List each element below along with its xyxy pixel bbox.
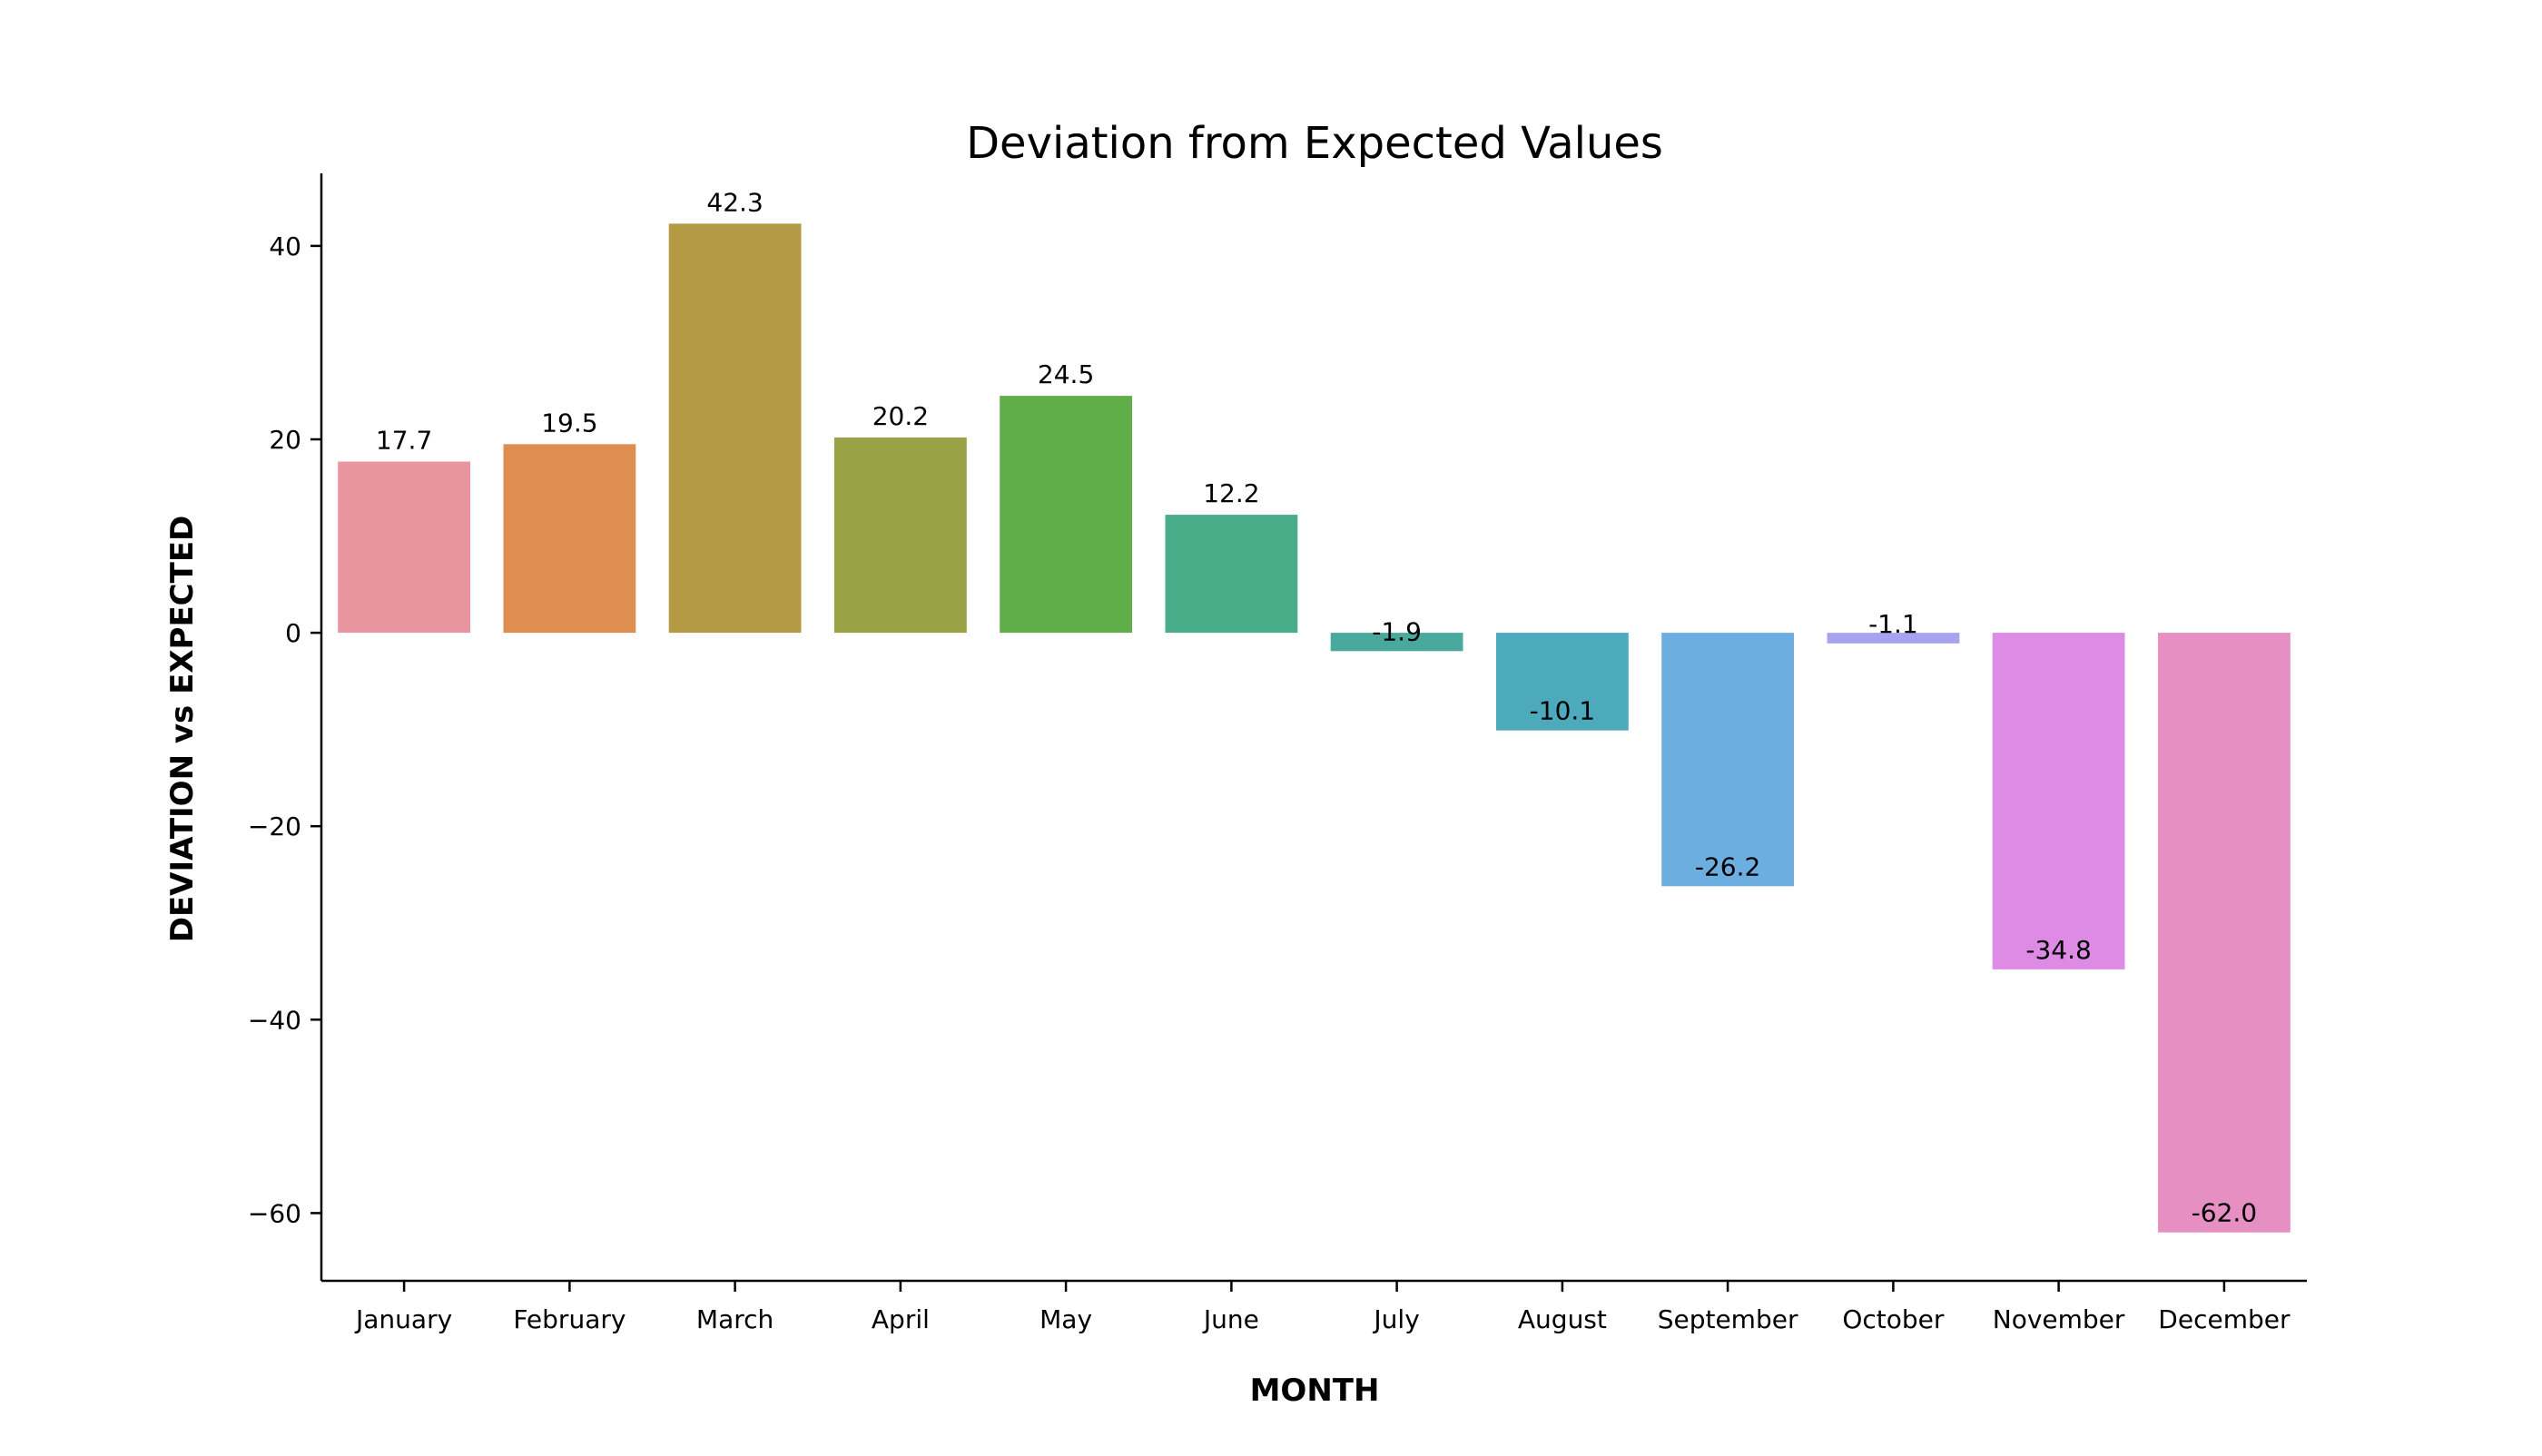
value-label-april: 20.2 [872, 401, 929, 431]
bar-may [1000, 396, 1132, 634]
x-tick-label-april: April [872, 1304, 930, 1334]
chart-title: Deviation from Expected Values [966, 118, 1663, 169]
x-tick-label-february: February [513, 1304, 626, 1334]
value-labels-layer: 17.7 19.5 42.3 20.2 24.5 12.2 -1.9 -10.1 -26.2 -1… [376, 187, 2257, 1227]
bar-january [338, 461, 470, 634]
y-tick-label: −60 [248, 1198, 301, 1228]
y-axis-label: DEVIATION vs EXPECTED [164, 516, 201, 943]
x-tick-label-june: June [1202, 1304, 1259, 1334]
value-label-march: 42.3 [706, 187, 763, 217]
bar-february [503, 444, 636, 634]
x-tick-label-july: July [1372, 1304, 1419, 1334]
bar-june [1165, 515, 1298, 634]
value-label-october: -1.1 [1868, 609, 1918, 639]
x-tick-label-december: December [2158, 1304, 2291, 1334]
value-label-february: 19.5 [541, 408, 597, 438]
value-label-august: -10.1 [1530, 696, 1595, 726]
bar-march [668, 223, 802, 634]
x-axis-label: MONTH [1250, 1372, 1380, 1409]
bars-layer [338, 223, 2291, 1233]
bar-september [1661, 633, 1794, 887]
x-tick-label-march: March [696, 1304, 773, 1334]
x-tick-label-october: October [1842, 1304, 1945, 1334]
x-tick-label-september: September [1658, 1304, 1798, 1334]
x-tick-label-august: August [1518, 1304, 1607, 1334]
y-axis: −60 −40 −20 0 20 40 [248, 173, 323, 1281]
y-tick-label: 0 [285, 618, 301, 648]
x-tick-label-may: May [1039, 1304, 1092, 1334]
bar-july [1330, 633, 1463, 652]
x-tick-label-january: January [354, 1304, 452, 1334]
bar-august [1496, 633, 1629, 731]
value-label-september: -26.2 [1695, 851, 1760, 881]
x-tick-label-november: November [1993, 1304, 2125, 1334]
bar-december [2158, 633, 2291, 1233]
value-label-july: -1.9 [1372, 616, 1422, 646]
bar-october [1827, 633, 1960, 644]
y-tick-label: 20 [269, 425, 301, 455]
y-tick-label: −40 [248, 1005, 301, 1035]
value-label-december: -62.0 [2192, 1198, 2257, 1228]
value-label-november: -34.8 [2025, 935, 2091, 965]
value-label-june: 12.2 [1203, 478, 1259, 508]
value-label-may: 24.5 [1038, 359, 1094, 389]
y-tick-label: 40 [269, 231, 301, 261]
value-label-january: 17.7 [376, 426, 432, 456]
y-tick-label: −20 [248, 812, 301, 841]
x-axis: January February March April May June July Augu… [321, 1279, 2307, 1334]
bar-april [834, 437, 967, 634]
bar-november [1992, 633, 2125, 969]
